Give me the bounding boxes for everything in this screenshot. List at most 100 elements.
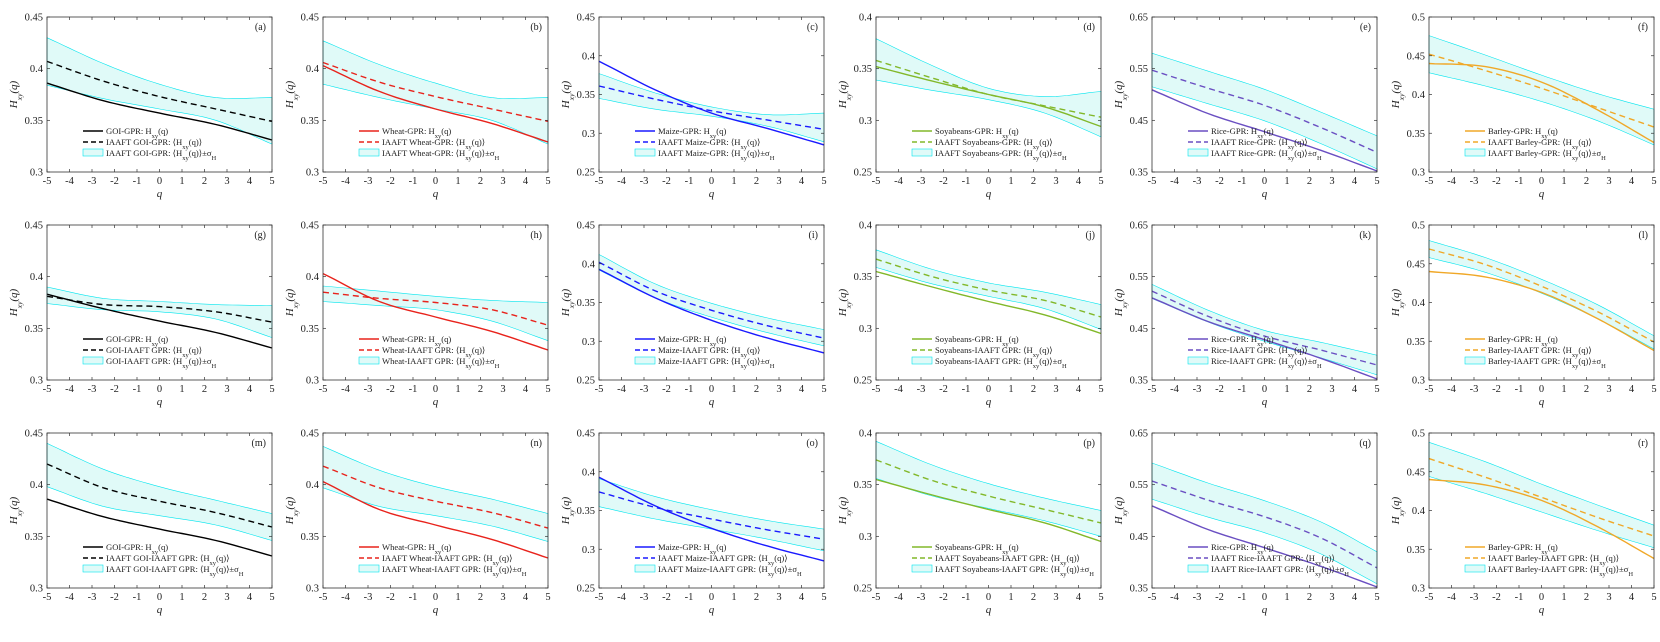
x-tick-label: 4 [523,384,529,395]
x-tick-label: -1 [962,592,971,603]
y-tick-label: 0.4 [582,467,596,478]
y-tick-label: 0.3 [1412,584,1425,595]
x-tick-label: -1 [1515,384,1524,395]
legend-swatch-band [911,356,933,365]
y-tick-label: 0.5 [1412,13,1425,24]
x-tick-label: 0 [1262,592,1267,603]
x-tick-label: -5 [43,384,52,395]
panel-q: -5 -4 -3 -2 -1 0 1 2 3 4 5 0.35 0.45 0.55 0.65 q Hxy(q) (… [1113,429,1380,617]
x-tick-label: -5 [872,176,881,187]
legend-label: Wheat-GPR: Hxy(q) [382,126,451,140]
x-tick-label: 1 [1284,176,1289,187]
y-tick-label: 0.45 [301,13,319,24]
legend-label: Maize-GPR: Hxy(q) [658,334,726,348]
x-tick-label: 3 [1606,592,1611,603]
x-tick-label: -3 [1193,384,1202,395]
x-tick-label: 3 [1053,384,1058,395]
legend-swatch-band [1464,148,1486,157]
legend-swatch-band [1187,148,1209,157]
x-tick-label: -3 [640,176,649,187]
x-tick-label: 3 [776,384,781,395]
y-tick-label: 0.55 [1130,480,1148,491]
x-tick-label: -5 [319,384,328,395]
legend-label: IAAFT Maize-GPR: ⟨Hxy(q)⟩±σH [658,148,775,162]
legend-label: Soyabeans-GPR: Hxy(q) [935,126,1019,140]
series-line-original [598,60,825,146]
y-tick-label: 0.35 [25,324,43,335]
series-line-iaaft [598,85,825,131]
x-tick-label: -1 [685,592,694,603]
x-tick-label: 2 [1031,384,1036,395]
y-tick-label: 0.35 [25,116,43,127]
x-tick-label: 2 [1584,384,1589,395]
y-axis-label: Hxy(q) [560,80,576,109]
y-tick-label: 0.25 [854,376,872,387]
y-tick-label: 0.25 [577,168,595,179]
x-tick-label: 1 [455,176,460,187]
x-tick-label: 0 [157,384,162,395]
x-tick-label: 5 [821,176,826,187]
series-line-iaaft [1151,290,1378,366]
x-tick-label: 1 [1284,592,1289,603]
x-tick-label: 1 [1008,592,1013,603]
legend-label: GOI-IAAFT GPR: ⟨Hxy(q)⟩±σH [106,356,216,370]
x-axis-label: q [157,396,163,408]
x-axis-label: q [433,188,439,200]
x-tick-label: 4 [1352,384,1358,395]
x-tick-label: -5 [1148,176,1157,187]
legend-label: IAAFT Maize-GPR: ⟨Hxy(q)⟩ [658,137,760,151]
x-tick-label: 5 [1374,384,1379,395]
x-tick-label: -4 [617,592,626,603]
y-axis-label: Hxy(q) [1113,80,1129,109]
error-band [46,286,273,339]
x-tick-label: -2 [1215,176,1224,187]
x-tick-label: 1 [1561,176,1566,187]
error-band [598,254,825,347]
x-axis-label: q [986,396,992,408]
x-axis-label: q [1262,604,1268,616]
error-band [1428,240,1655,350]
series-line-iaaft [322,465,549,529]
legend-swatch-band [358,564,380,573]
x-tick-label: 4 [1076,176,1082,187]
x-tick-label: -3 [917,176,926,187]
legend-label: IAAFT Wheat-GPR: ⟨Hxy(q)⟩±σH [382,148,499,162]
x-tick-label: -5 [872,384,881,395]
x-tick-label: -4 [1170,176,1179,187]
y-tick-label: 0.35 [1407,337,1425,348]
legend-label: IAAFT Barley-IAAFT GPR: ⟨Hxy(q)⟩±σH [1488,564,1633,578]
y-tick-label: 0.65 [1130,221,1148,232]
x-tick-label: -1 [1238,592,1247,603]
x-tick-label: 5 [1651,384,1656,395]
series-line-original [1151,89,1378,172]
legend-label: Soyabeans-GPR: Hxy(q) [935,334,1019,348]
y-axis-label: Hxy(q) [1113,288,1129,317]
legend-label: IAAFT Soyabeans-IAAFT GPR: ⟨Hxy(q)⟩ [935,553,1080,567]
y-tick-label: 0.4 [306,64,320,75]
legend-label: Wheat-GPR: Hxy(q) [382,334,451,348]
panel-tag: (e) [1360,22,1371,33]
x-tick-label: -5 [595,384,604,395]
y-tick-label: 0.4 [859,221,873,232]
y-tick-label: 0.25 [577,376,595,387]
x-tick-label: 5 [1098,592,1103,603]
x-tick-label: -3 [364,592,373,603]
x-tick-label: 5 [1098,176,1103,187]
legend-swatch-band [634,564,656,573]
y-tick-label: 0.35 [301,324,319,335]
x-axis-label: q [157,604,163,616]
series-line-iaaft [46,463,273,528]
y-tick-label: 0.35 [854,480,872,491]
x-tick-label: -2 [1215,592,1224,603]
legend-label: GOI-GPR: Hxy(q) [106,334,168,348]
y-tick-label: 0.45 [1130,116,1148,127]
legend-label: Wheat-IAAFT GPR: ⟨Hxy(q)⟩ [382,345,485,359]
x-tick-label: 3 [500,176,505,187]
x-tick-label: -4 [1447,176,1456,187]
y-tick-label: 0.35 [1130,168,1148,179]
y-tick-label: 0.55 [1130,272,1148,283]
panel-tag: (d) [1083,22,1095,33]
y-tick-label: 0.5 [1412,221,1425,232]
y-tick-label: 0.45 [1130,532,1148,543]
series-line-iaaft [322,291,549,326]
